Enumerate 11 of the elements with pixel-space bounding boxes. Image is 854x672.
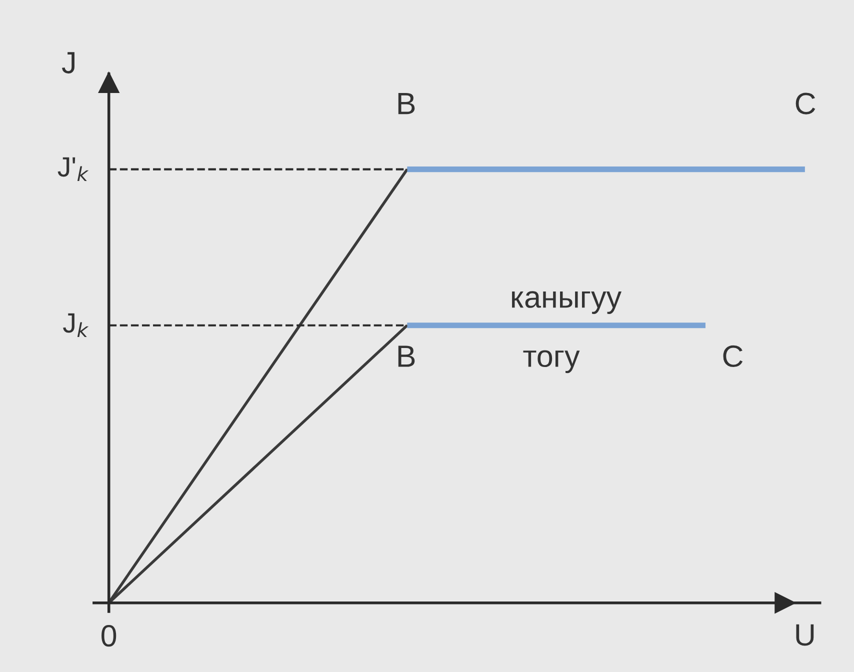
x-axis-title: U [796, 624, 814, 646]
text: B [398, 93, 415, 114]
annotation: тогу [523, 350, 580, 374]
y-axis-title: J [62, 52, 74, 74]
annotation: C [723, 345, 743, 368]
ref-line-label: J$_{k}$ [63, 313, 89, 338]
annotation: B [398, 346, 415, 367]
annotation: каныгуу [512, 291, 622, 314]
text: 0 [102, 624, 116, 647]
text: C [796, 92, 816, 114]
ref-line-label: J'$_{k}$ [58, 157, 89, 181]
